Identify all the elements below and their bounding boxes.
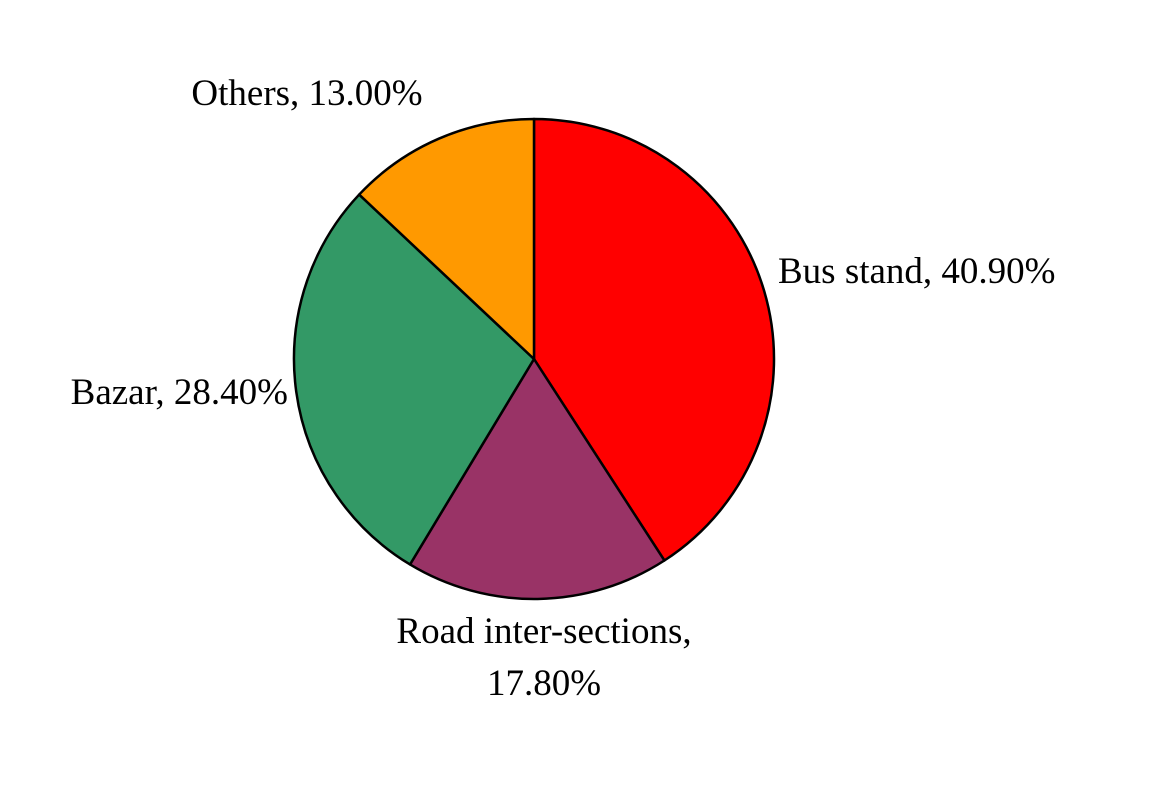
data-label-bus-stand: Bus stand, 40.90% <box>778 251 1056 292</box>
pie-slice-bazar <box>292 193 536 566</box>
pie-slice-road-inter-sections <box>408 357 666 601</box>
data-label-bazar: Bazar, 28.40% <box>71 372 288 413</box>
data-label-line: 17.80% <box>487 663 601 704</box>
data-label-line: Others, 13.00% <box>191 73 422 114</box>
data-label-road-inter-sections: Road inter-sections, 17.80% <box>396 611 691 704</box>
data-label-line: Road inter-sections, <box>396 611 691 652</box>
pie-data-labels: Bus stand, 40.90% Road inter-sections, 17.… <box>71 73 1056 704</box>
data-label-line: Bazar, 28.40% <box>71 372 288 413</box>
pie-slice-others <box>357 117 536 361</box>
data-label-others: Others, 13.00% <box>191 73 422 114</box>
pie-slices <box>292 117 776 601</box>
data-label-line: Bus stand, 40.90% <box>778 251 1056 292</box>
